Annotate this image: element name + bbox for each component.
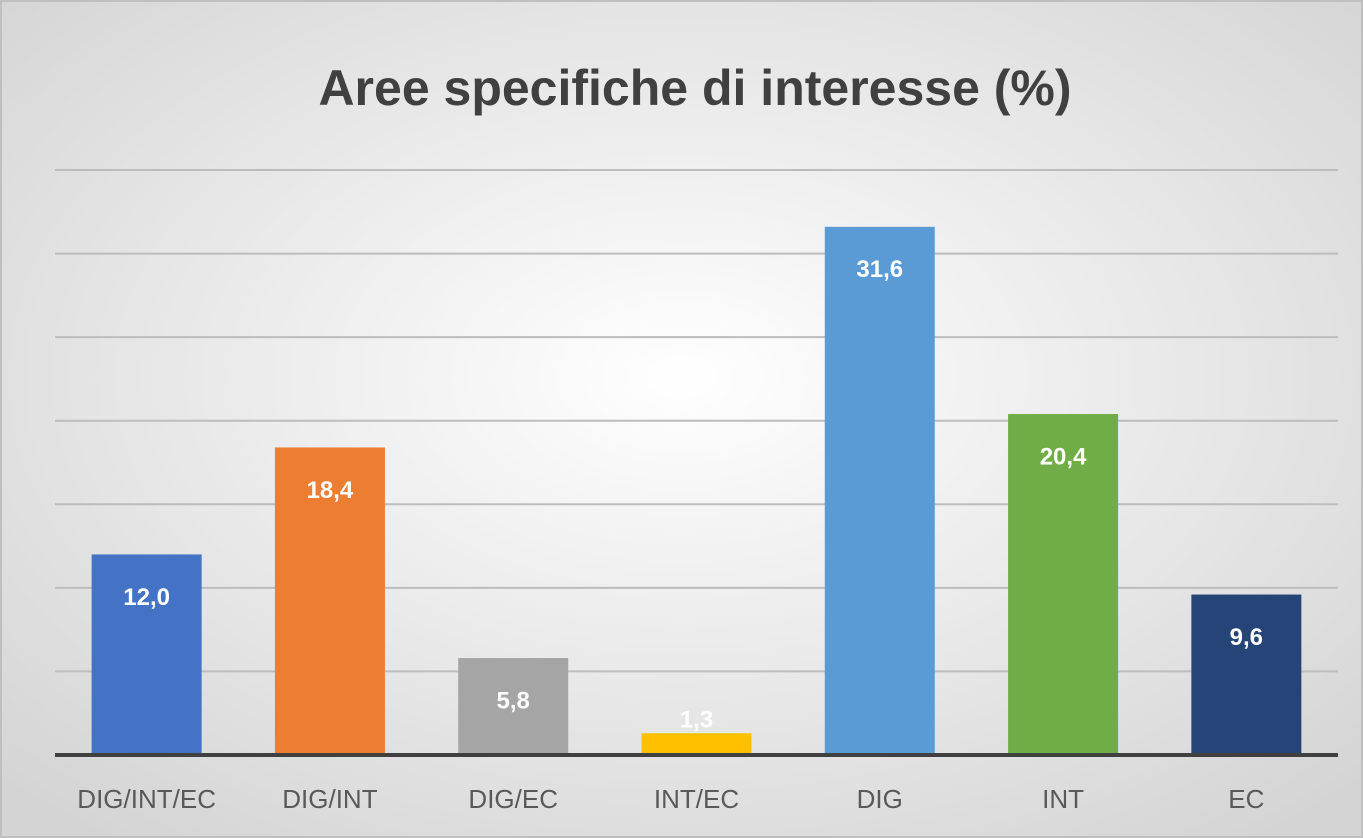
- data-label: 5,8: [497, 687, 530, 714]
- x-tick-label: EC: [1228, 784, 1264, 814]
- bar: [641, 733, 752, 755]
- data-label: 18,4: [307, 477, 354, 504]
- data-label: 20,4: [1040, 443, 1087, 470]
- x-tick-label: DIG: [857, 784, 903, 814]
- chart-title: Aree specifiche di interesse (%): [318, 60, 1071, 116]
- bar: [274, 447, 385, 755]
- x-tick-label: INT/EC: [654, 784, 739, 814]
- data-label: 1,3: [680, 707, 713, 734]
- x-tick-label: DIG/EC: [468, 784, 558, 814]
- data-label: 12,0: [123, 584, 170, 611]
- bar: [1008, 414, 1119, 755]
- x-tick-label: DIG/INT/EC: [77, 784, 216, 814]
- data-label: 9,6: [1230, 624, 1263, 651]
- bar: [824, 226, 935, 756]
- x-tick-label: DIG/INT: [282, 784, 377, 814]
- bar: [458, 658, 569, 755]
- bar: [91, 554, 202, 755]
- data-label: 31,6: [856, 256, 903, 283]
- x-tick-label: INT: [1042, 784, 1084, 814]
- bar: [1191, 594, 1302, 755]
